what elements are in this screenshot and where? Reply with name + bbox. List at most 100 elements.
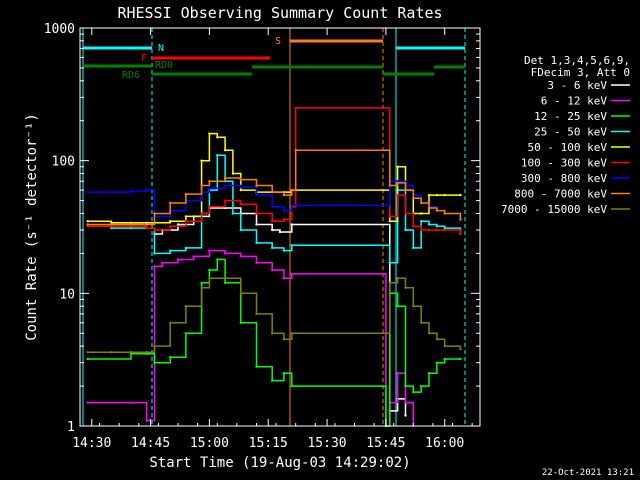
series-3-point (290, 384, 293, 388)
series-6-point (404, 212, 407, 215)
y-tick-label: 10 (59, 287, 75, 302)
series-6-point (145, 226, 148, 230)
x-tick-label: 14:45 (131, 436, 170, 451)
series-3-point (412, 390, 415, 394)
series-7-point (255, 193, 258, 197)
series-6-point (388, 215, 391, 218)
series-line-6 (87, 107, 462, 234)
series-2-point (153, 265, 156, 268)
series-6-point (184, 220, 188, 223)
series-4 (86, 154, 462, 264)
legend-label: 800 - 7000 keV (514, 188, 607, 201)
series-8-point (443, 212, 446, 215)
series-7-point (223, 184, 227, 187)
legend: Det 1,3,4,5,6,9,FDecim 3, Att 03 - 6 keV… (501, 54, 630, 216)
rd6-flag-label: RD6 (122, 70, 140, 81)
x-tick-label: 14:30 (72, 436, 111, 451)
series-line-2 (87, 249, 415, 427)
series-9-point (282, 338, 286, 341)
series-8-point (153, 212, 156, 215)
series-3-point (427, 372, 431, 375)
series-3-point (459, 357, 462, 361)
series-3-point (86, 357, 90, 361)
series-8-point (404, 188, 407, 192)
series-5-point (200, 159, 203, 162)
series-6-point (420, 228, 423, 232)
series-line-8 (87, 149, 462, 226)
x-axis-label: Start Time (19-Aug-03 14:29:02) (149, 455, 410, 471)
series-3-point (435, 361, 439, 364)
series-8-point (435, 209, 439, 212)
series-4-point (443, 226, 446, 230)
series-3-point (200, 281, 203, 284)
series-9-point (255, 312, 258, 316)
series-1-point (404, 414, 407, 417)
series-2-point (208, 249, 211, 252)
series-8-point (145, 223, 148, 226)
series-3-point (282, 372, 286, 375)
series-7-point (208, 187, 211, 190)
series-1-point (271, 228, 274, 232)
series-4-point (388, 261, 391, 264)
legend-label: 100 - 300 keV (521, 157, 607, 170)
series-4-point (184, 246, 188, 250)
series-6-point (153, 228, 156, 232)
series-9-point (184, 305, 188, 308)
series-7-point (239, 186, 242, 189)
series-5-point (231, 172, 235, 175)
legend-header: FDecim 3, Att 0 (531, 66, 630, 79)
series-5-point (169, 220, 172, 223)
series-4-point (282, 249, 286, 252)
saa-flag-label: S (275, 36, 281, 47)
series-2-point (86, 401, 90, 404)
series-6-point (294, 106, 297, 110)
series-3-point (208, 268, 211, 272)
series-5-point (216, 136, 219, 139)
series-2-point (404, 401, 407, 404)
series-9-point (169, 321, 172, 324)
series-7-point (271, 205, 274, 208)
series-6-point (239, 203, 242, 206)
series-8-point (420, 201, 423, 205)
series-6-point (223, 199, 227, 202)
series-4-point (271, 246, 274, 250)
series-5-point (129, 221, 133, 224)
series-4-point (129, 226, 133, 230)
series-9-point (110, 351, 113, 354)
series-6-point (200, 212, 203, 215)
series-4-point (216, 154, 219, 157)
series-6-point (459, 232, 462, 236)
series-3-point (169, 356, 172, 359)
plot-frame (79, 27, 481, 427)
series-4-point (255, 241, 258, 245)
series-9-point (239, 292, 242, 295)
series-9-point (208, 277, 211, 280)
series-8-point (412, 197, 415, 200)
series-9-point (388, 281, 391, 284)
x-tick-label: 16:00 (425, 436, 464, 451)
series-5-point (239, 188, 242, 192)
night-flag-label: N (158, 43, 164, 54)
series-9-point (459, 347, 462, 351)
series-4-point (435, 225, 439, 228)
series-5-point (223, 149, 227, 152)
series-9-point (200, 286, 203, 289)
series-1-point (255, 223, 258, 226)
series-6-point (427, 228, 431, 232)
series-6-point (282, 218, 286, 221)
series-2-point (161, 261, 164, 264)
series-1 (153, 206, 407, 417)
series-8-point (459, 218, 462, 221)
legend-label: 7000 - 15000 keV (501, 203, 607, 216)
series-3-point (420, 384, 423, 388)
series-5-point (459, 193, 462, 197)
series-9-point (86, 351, 90, 354)
series-2-point (239, 255, 242, 258)
timestamp: 22-Oct-2021 13:21 (542, 468, 634, 478)
series-8-point (184, 192, 188, 196)
series-3-point (239, 321, 242, 324)
series-9-point (427, 332, 431, 335)
series-9-point (396, 277, 399, 280)
series-8-point (290, 188, 293, 192)
